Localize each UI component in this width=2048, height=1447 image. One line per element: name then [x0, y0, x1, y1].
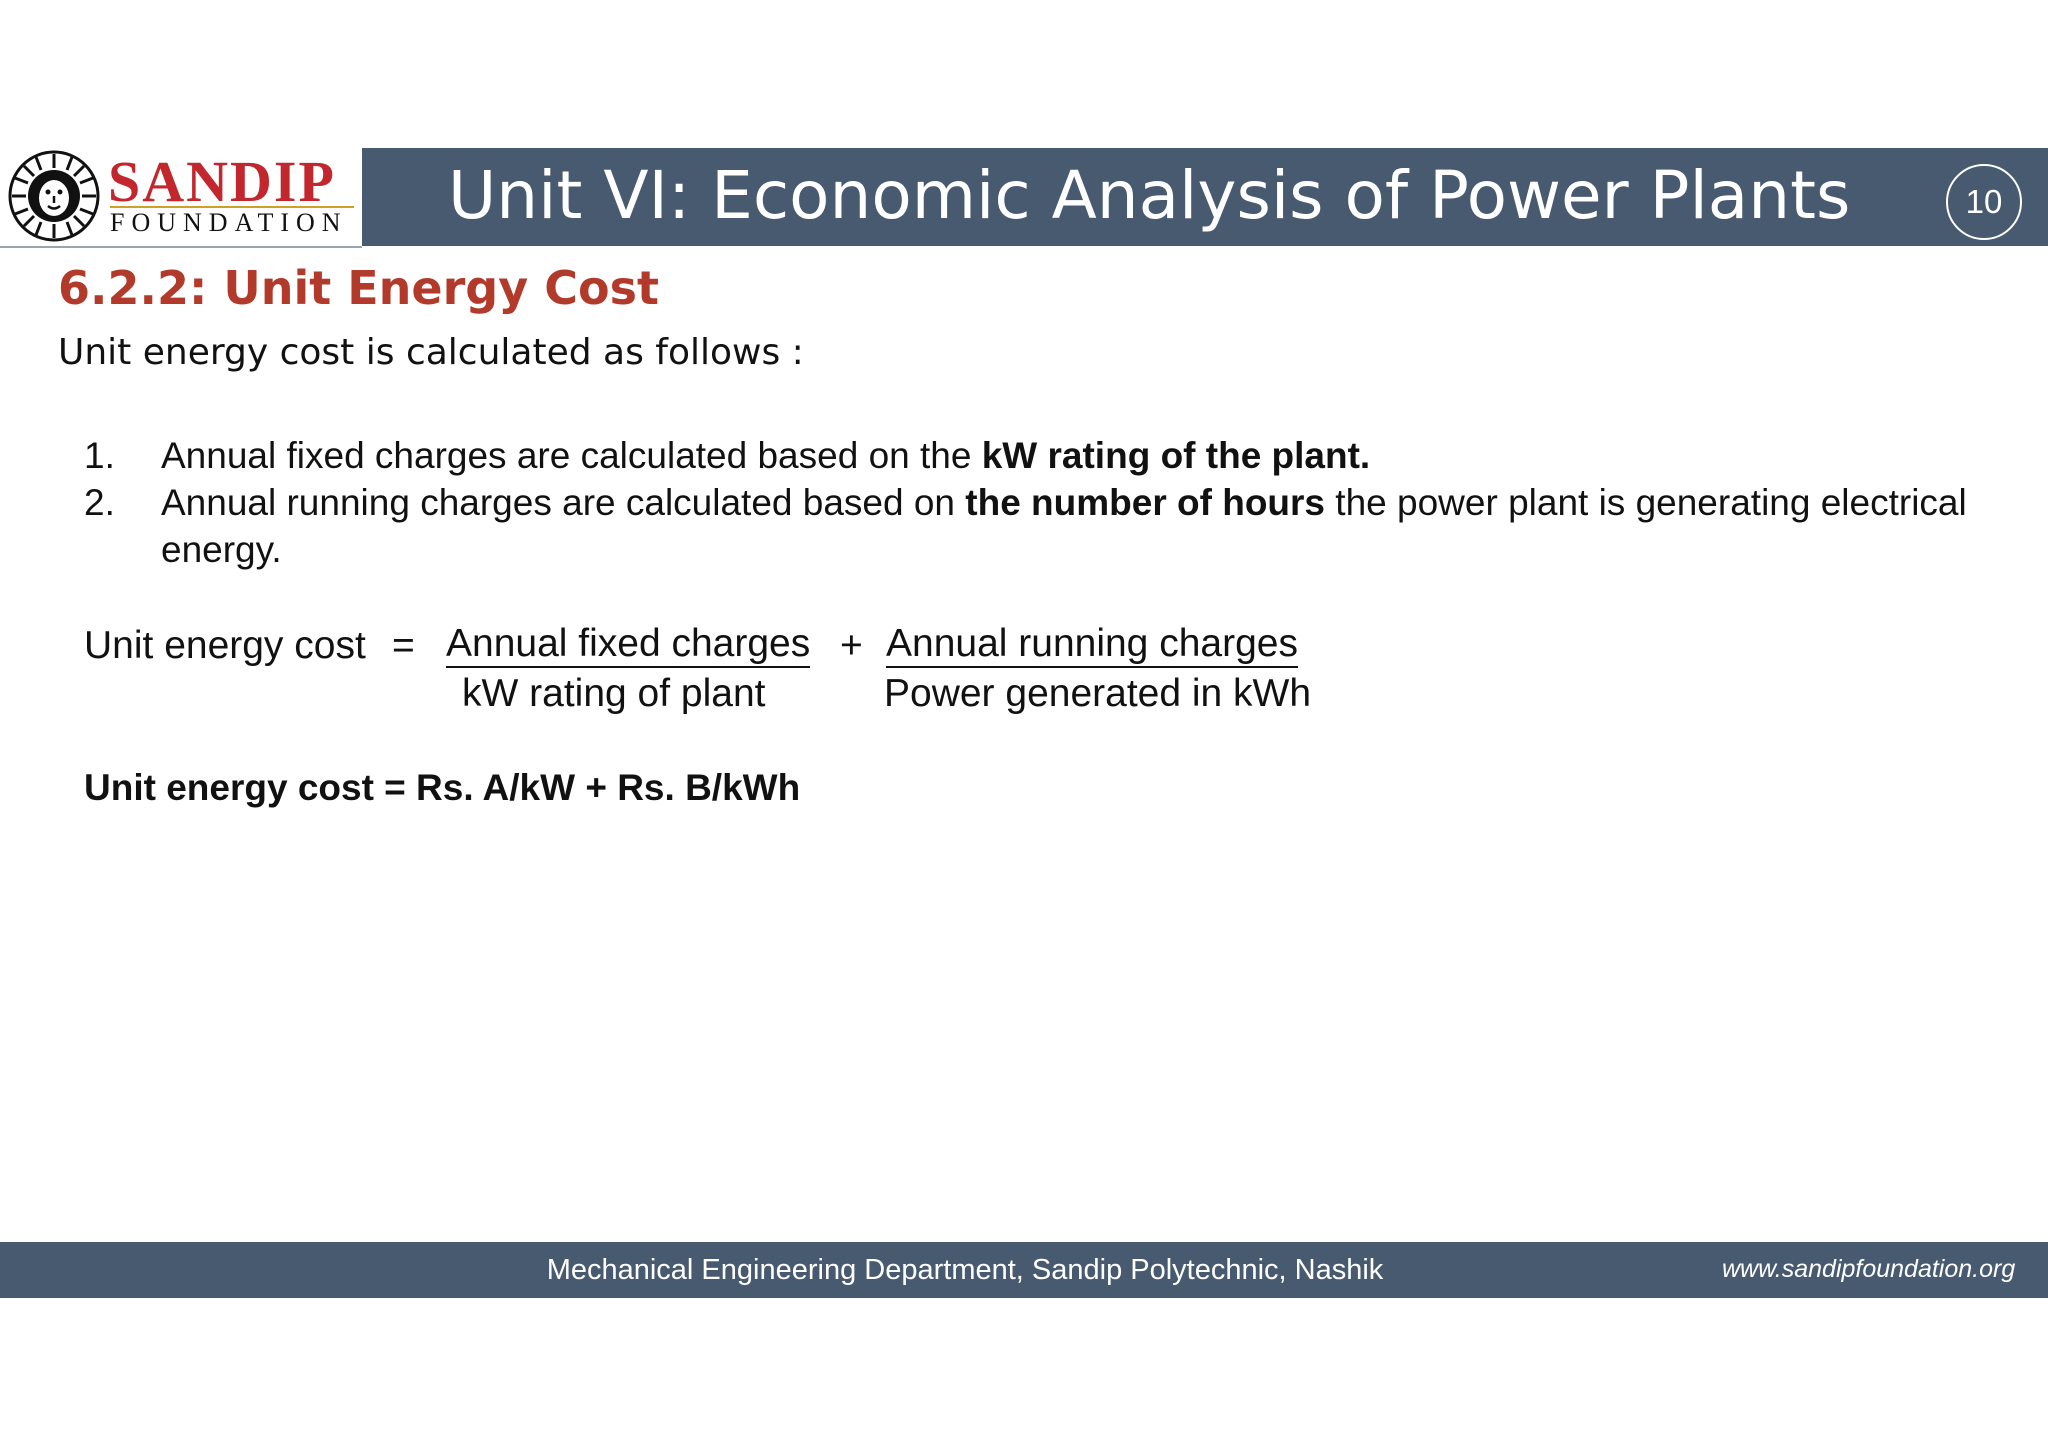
- section-heading: 6.2.2: Unit Energy Cost: [58, 261, 659, 315]
- fraction1-numerator: Annual fixed charges: [446, 622, 811, 668]
- page-number-badge: 10: [1946, 164, 2022, 240]
- footer-url: www.sandipfoundation.org: [1722, 1255, 2016, 1283]
- formula-plus: +: [840, 624, 863, 667]
- fraction2-numerator: Annual running charges: [886, 622, 1298, 668]
- logo-subtitle: FOUNDATION: [110, 208, 348, 237]
- title-bar: [362, 148, 2048, 246]
- formula-equals: =: [392, 624, 415, 667]
- slide-title: Unit VI: Economic Analysis of Power Plan…: [448, 157, 1851, 234]
- fraction1-denominator: kW rating of plant: [462, 672, 766, 715]
- result-formula: Unit energy cost = Rs. A/kW + Rs. B/kWh: [84, 767, 801, 808]
- list-text: Annual running charges are calculated ba…: [161, 482, 966, 523]
- logo-wordmark: SANDIP: [108, 149, 336, 214]
- footer-bar: [0, 1242, 2048, 1298]
- list-number: 2.: [84, 482, 115, 523]
- fraction2-denominator: Power generated in kWh: [884, 672, 1312, 715]
- list-text-tail: the power plant is generating electrical…: [161, 482, 1967, 570]
- list-text: Annual fixed charges are calculated base…: [161, 435, 982, 476]
- logo-divider: [110, 206, 354, 208]
- list-number: 1.: [84, 435, 115, 476]
- list-item: 2. Annual running charges are calculated…: [84, 479, 1984, 573]
- footer-text: Mechanical Engineering Department, Sandi…: [546, 1254, 1384, 1286]
- list-item: 1. Annual fixed charges are calculated b…: [84, 432, 1984, 479]
- intro-text: Unit energy cost is calculated as follow…: [58, 332, 804, 373]
- numbered-list: 1. Annual fixed charges are calculated b…: [84, 432, 1984, 573]
- list-bold-text: kW rating of the plant.: [981, 435, 1371, 476]
- lion-emblem-icon: [8, 150, 100, 242]
- formula-label: Unit energy cost: [84, 624, 366, 667]
- list-bold-text: the number of hours: [965, 482, 1326, 523]
